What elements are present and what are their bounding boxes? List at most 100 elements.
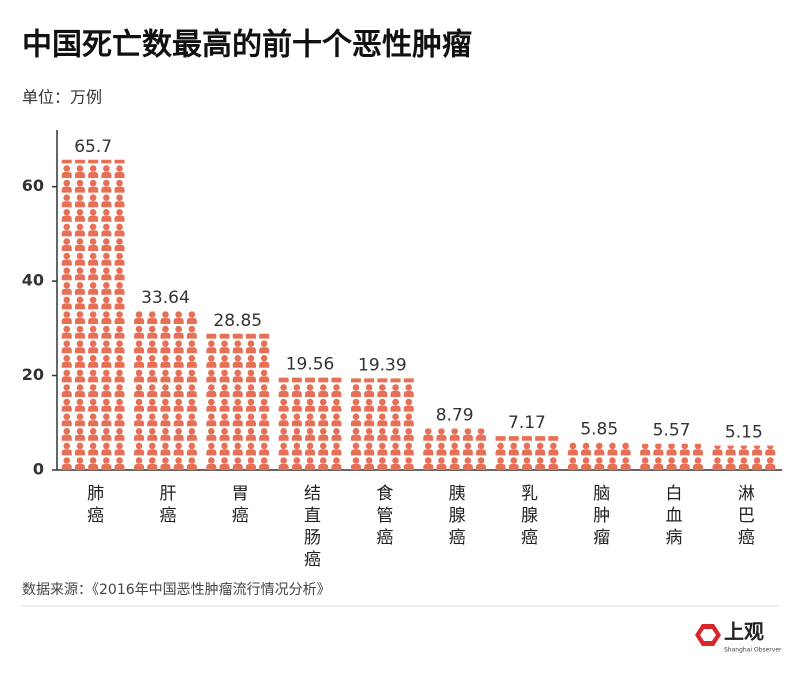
person-head bbox=[116, 398, 123, 406]
person-body bbox=[114, 464, 125, 470]
person-head bbox=[76, 398, 84, 406]
person-body bbox=[462, 434, 473, 441]
person-body bbox=[61, 274, 72, 281]
person-body bbox=[114, 376, 125, 383]
person-body bbox=[423, 464, 434, 470]
logo-text: 上观 bbox=[724, 620, 764, 644]
person-body bbox=[278, 420, 289, 427]
x-tick-label: 食管癌 bbox=[372, 484, 393, 550]
person-head bbox=[148, 340, 156, 348]
person-body bbox=[232, 347, 243, 354]
y-tick-label: 40 bbox=[22, 271, 44, 290]
person-head bbox=[247, 355, 255, 362]
person-head bbox=[766, 457, 774, 464]
person-body bbox=[114, 201, 125, 208]
person-head bbox=[76, 238, 84, 245]
person-body bbox=[765, 464, 776, 470]
person-head bbox=[89, 238, 97, 245]
person-head bbox=[116, 413, 123, 421]
person-head bbox=[569, 457, 577, 464]
person-head bbox=[89, 209, 97, 216]
person-head bbox=[175, 369, 182, 377]
person-body bbox=[291, 377, 302, 383]
person-head bbox=[63, 267, 71, 275]
person-head bbox=[116, 369, 123, 377]
person-head bbox=[234, 340, 242, 348]
person-head bbox=[76, 442, 84, 450]
person-head bbox=[247, 457, 255, 464]
person-head bbox=[319, 413, 327, 421]
person-body bbox=[403, 378, 414, 383]
person-head bbox=[595, 442, 603, 450]
person-head bbox=[116, 194, 123, 201]
person-body bbox=[666, 464, 677, 470]
person-body bbox=[61, 172, 72, 178]
person-body bbox=[508, 449, 519, 456]
person-head bbox=[175, 340, 182, 348]
person-head bbox=[221, 398, 228, 406]
person-head bbox=[714, 445, 721, 450]
person-head bbox=[188, 311, 196, 318]
person-body bbox=[114, 332, 125, 339]
person-body bbox=[377, 405, 388, 412]
person-head bbox=[464, 457, 472, 464]
person-body bbox=[331, 464, 342, 470]
person-head bbox=[260, 428, 268, 435]
person-head bbox=[740, 445, 748, 450]
person-body bbox=[206, 376, 217, 383]
person-body bbox=[88, 347, 99, 354]
person-head bbox=[392, 442, 399, 450]
bar bbox=[423, 428, 487, 470]
person-body bbox=[147, 464, 158, 470]
person-head bbox=[116, 457, 123, 464]
person-body bbox=[462, 449, 473, 456]
person-head bbox=[116, 209, 123, 216]
person-head bbox=[365, 413, 373, 421]
person-head bbox=[116, 165, 123, 172]
bar bbox=[712, 445, 776, 470]
person-head bbox=[523, 457, 531, 464]
person-body bbox=[350, 449, 361, 456]
person-head bbox=[148, 442, 156, 450]
person-head bbox=[135, 413, 143, 421]
person-body bbox=[318, 434, 329, 441]
person-body bbox=[74, 434, 85, 441]
person-head bbox=[135, 384, 143, 391]
person-head bbox=[569, 442, 577, 450]
person-head bbox=[582, 457, 590, 464]
value-label: 28.85 bbox=[213, 311, 262, 331]
person-body bbox=[476, 434, 487, 441]
person-body bbox=[74, 449, 85, 456]
person-head bbox=[260, 413, 268, 421]
person-body bbox=[206, 449, 217, 456]
person-head bbox=[148, 355, 156, 362]
person-head bbox=[293, 428, 301, 435]
person-body bbox=[88, 230, 99, 237]
person-head bbox=[162, 325, 169, 333]
person-body bbox=[173, 449, 184, 456]
person-head bbox=[766, 445, 774, 450]
person-head bbox=[135, 457, 143, 464]
person-body bbox=[390, 420, 401, 427]
person-body bbox=[186, 318, 197, 324]
person-head bbox=[135, 398, 143, 406]
person-body bbox=[219, 361, 230, 368]
person-body bbox=[725, 464, 736, 470]
person-body bbox=[291, 420, 302, 427]
person-head bbox=[405, 442, 413, 450]
person-body bbox=[101, 391, 112, 397]
person-head bbox=[76, 209, 84, 216]
person-head bbox=[247, 369, 255, 377]
person-body bbox=[88, 186, 99, 193]
person-body bbox=[173, 434, 184, 441]
person-head bbox=[260, 398, 268, 406]
person-head bbox=[392, 384, 399, 391]
person-head bbox=[89, 457, 97, 464]
person-body bbox=[712, 464, 723, 470]
bar bbox=[206, 333, 270, 470]
person-head bbox=[208, 413, 215, 421]
person-body bbox=[219, 434, 230, 441]
person-body bbox=[186, 464, 197, 470]
person-body bbox=[134, 449, 145, 456]
bar bbox=[134, 311, 197, 470]
